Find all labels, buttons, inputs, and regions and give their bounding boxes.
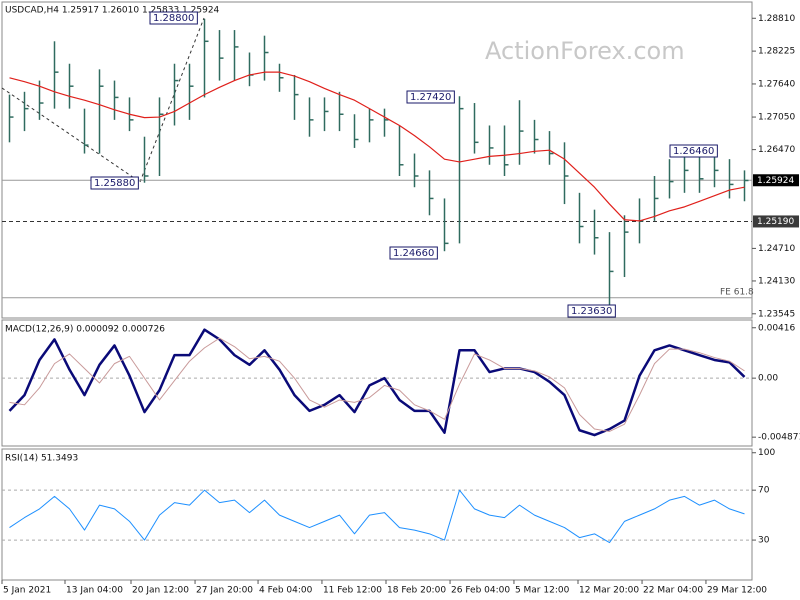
x-tick-label: 11 Feb 12:00 bbox=[323, 586, 382, 596]
annotation: 1.23630 bbox=[571, 306, 612, 317]
x-tick-label: 22 Mar 04:00 bbox=[643, 586, 703, 596]
watermark: ActionForex.com bbox=[485, 37, 685, 65]
rsi-title: RSI(14) 51.3493 bbox=[5, 454, 78, 464]
macd-title: MACD(12,26,9) 0.000092 0.000726 bbox=[5, 325, 165, 335]
x-tick-label: 29 Mar 12:00 bbox=[707, 586, 767, 596]
annotation-box bbox=[389, 246, 438, 260]
x-tick-label: 20 Jan 12:00 bbox=[132, 586, 189, 596]
y-tick-label: 1.24130 bbox=[758, 276, 795, 286]
level-label: 1.25924 bbox=[757, 176, 794, 186]
annotation-box bbox=[149, 11, 198, 25]
x-tick-label: 5 Jan 2021 bbox=[3, 586, 51, 596]
x-tick-label: 27 Jan 20:00 bbox=[196, 586, 253, 596]
level-label: FE 61.8 bbox=[720, 287, 754, 297]
y-tick-label: 1.28810 bbox=[758, 14, 795, 24]
level-box bbox=[753, 215, 799, 228]
y-tick-label: 0.00 bbox=[758, 374, 778, 384]
y-tick-label: 1.28225 bbox=[758, 47, 795, 57]
y-tick-label: 1.23545 bbox=[758, 309, 795, 319]
price-title: USDCAD,H4 1.25917 1.26010 1.25833 1.2592… bbox=[5, 6, 220, 16]
x-tick-label: 5 Mar 12:00 bbox=[515, 586, 570, 596]
trend-line bbox=[1, 87, 141, 183]
annotation: 1.26460 bbox=[673, 146, 714, 157]
moving-average bbox=[9, 71, 745, 222]
level-label: 1.25190 bbox=[757, 217, 794, 227]
y-tick-label: 70 bbox=[758, 486, 770, 496]
x-tick-label: 4 Feb 04:00 bbox=[259, 586, 313, 596]
x-tick-label: 18 Feb 20:00 bbox=[387, 586, 446, 596]
annotation: 1.25880 bbox=[94, 178, 135, 189]
y-tick-label: 100 bbox=[758, 448, 775, 458]
annotation: 1.27420 bbox=[410, 92, 451, 103]
macd-frame bbox=[1, 319, 753, 447]
y-tick-label: 1.24710 bbox=[758, 244, 795, 254]
annotation-box bbox=[406, 90, 455, 104]
annotation: 1.24660 bbox=[393, 248, 434, 259]
trend-line bbox=[139, 17, 205, 183]
y-tick-label: 1.27050 bbox=[758, 113, 795, 123]
x-tick-label: 13 Jan 04:00 bbox=[66, 586, 123, 596]
annotation-box bbox=[567, 304, 616, 318]
y-tick-label: -0.004871 bbox=[758, 433, 800, 443]
x-tick-label: 26 Feb 04:00 bbox=[451, 586, 510, 596]
annotation: 1.28800 bbox=[153, 13, 194, 24]
y-tick-label: 1.27640 bbox=[758, 79, 795, 89]
y-tick-label: 0.00416 bbox=[758, 323, 795, 333]
y-tick-label: 30 bbox=[758, 536, 770, 546]
indicator-line bbox=[9, 337, 745, 432]
rsi-frame bbox=[1, 448, 753, 581]
annotation-box bbox=[669, 144, 718, 158]
annotation-box bbox=[90, 176, 139, 190]
level-box bbox=[753, 174, 799, 187]
price-frame bbox=[1, 1, 753, 319]
x-tick-label: 12 Mar 20:00 bbox=[579, 586, 639, 596]
indicator-line bbox=[8, 328, 746, 437]
y-tick-label: 1.26470 bbox=[758, 145, 795, 155]
indicator-line bbox=[9, 489, 745, 544]
